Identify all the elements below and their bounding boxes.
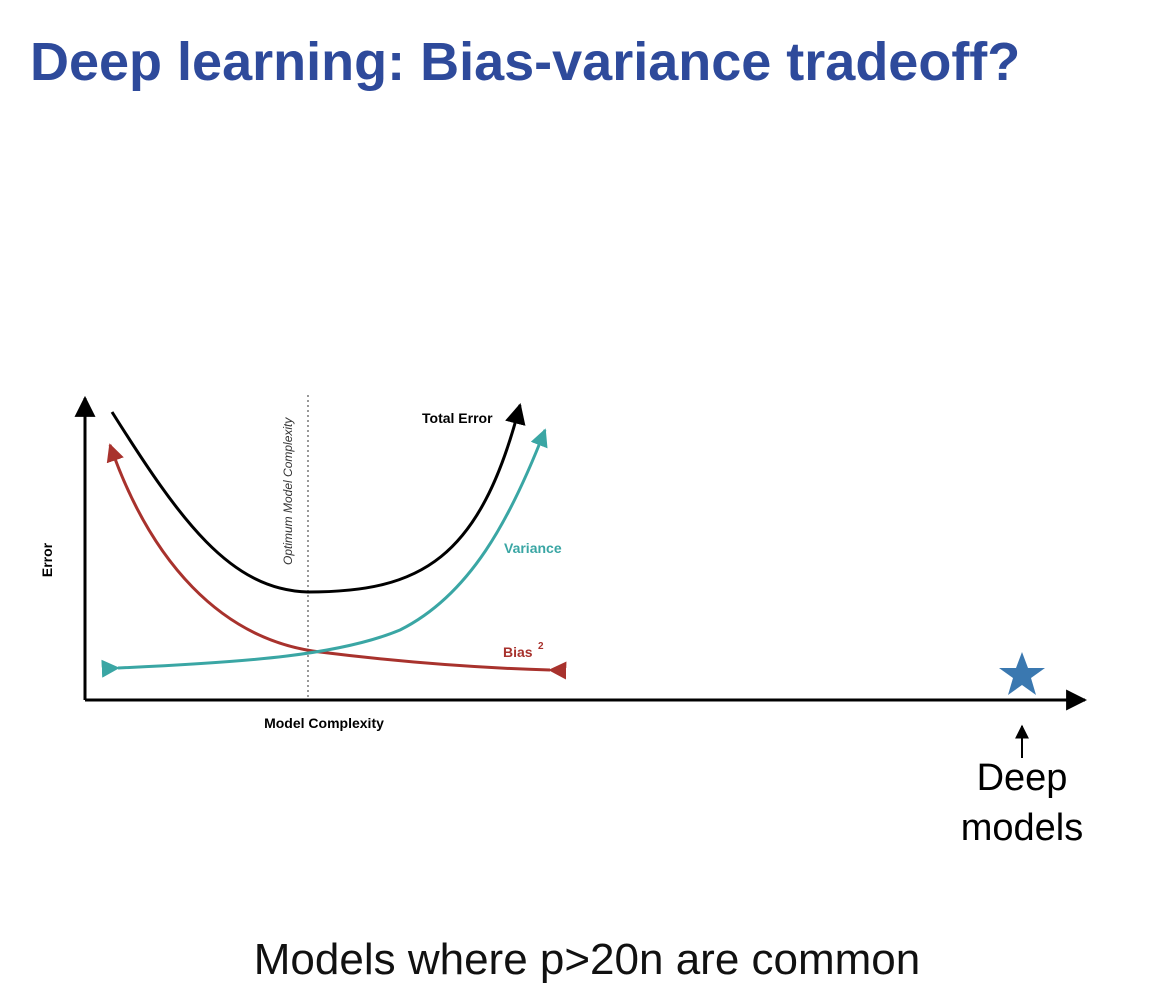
bias-curve bbox=[106, 443, 567, 680]
caption: Models where p>20n are common bbox=[254, 935, 920, 984]
deep-label: models bbox=[961, 807, 1084, 849]
bias-superscript: 2 bbox=[538, 641, 544, 652]
bias-label: Bias bbox=[503, 644, 533, 660]
total-error-label: Total Error bbox=[422, 410, 493, 426]
optimum-label: Optimum Model Complexity bbox=[281, 417, 295, 565]
star bbox=[999, 652, 1045, 695]
x-axis-label: Model Complexity bbox=[264, 715, 384, 731]
variance-label: Variance bbox=[504, 540, 562, 556]
variance-curve bbox=[101, 428, 548, 678]
slide-title: Deep learning: Bias-variance tradeoff? bbox=[30, 32, 1020, 92]
y-axis-label: Error bbox=[39, 542, 55, 577]
deep-label: Deep bbox=[977, 757, 1068, 799]
